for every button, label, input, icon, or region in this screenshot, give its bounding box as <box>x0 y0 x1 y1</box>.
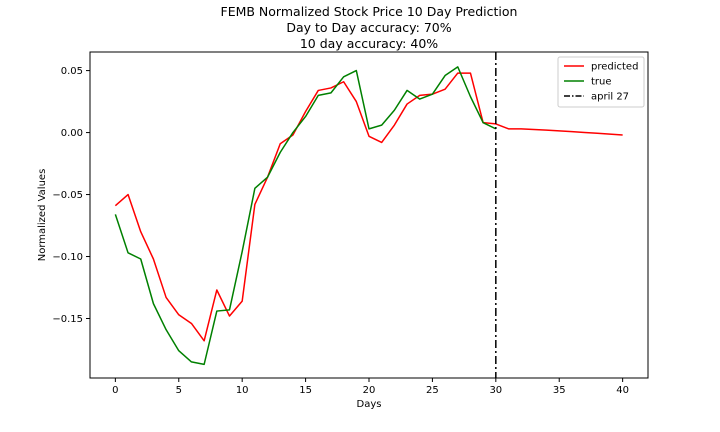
x-tick-label: 5 <box>176 385 182 396</box>
x-tick-label: 35 <box>553 385 566 396</box>
chart-title: FEMB Normalized Stock Price 10 Day Predi… <box>220 4 518 19</box>
legend-box <box>557 56 645 108</box>
y-tick-label: −0.05 <box>52 190 83 201</box>
legend: predicted true april 27 <box>557 56 645 108</box>
chart-subtitle-2: 10 day accuracy: 40% <box>299 36 439 51</box>
series-line-true <box>114 66 497 366</box>
series-line-predicted <box>114 72 623 342</box>
y-tick-label: 0.00 <box>61 128 83 139</box>
y-ticks: 0.05 0.00 −0.05 −0.10 −0.15 <box>52 66 90 325</box>
chart-subtitle-1: Day to Day accuracy: 70% <box>286 20 452 35</box>
x-tick-label: 30 <box>489 385 502 396</box>
legend-april27-label: april 27 <box>591 92 629 103</box>
y-tick-label: −0.10 <box>52 252 83 263</box>
chart-title-block: FEMB Normalized Stock Price 10 Day Predi… <box>90 4 648 52</box>
x-axis-label: Days <box>357 399 382 410</box>
y-tick-label: 0.05 <box>61 66 83 77</box>
x-tick-label: 20 <box>363 385 376 396</box>
x-tick-label: 0 <box>112 385 118 396</box>
x-tick-label: 15 <box>299 385 312 396</box>
x-tick-label: 25 <box>426 385 439 396</box>
x-tick-label: 10 <box>236 385 249 396</box>
x-ticks: 0 5 10 15 20 25 30 35 40 <box>112 378 629 396</box>
x-tick-label: 40 <box>616 385 629 396</box>
y-axis-label: Normalized Values <box>37 169 48 262</box>
y-tick-label: −0.15 <box>52 314 83 325</box>
legend-predicted-label: predicted <box>591 62 638 73</box>
lines-layer <box>114 52 623 378</box>
legend-true-label: true <box>591 77 612 88</box>
